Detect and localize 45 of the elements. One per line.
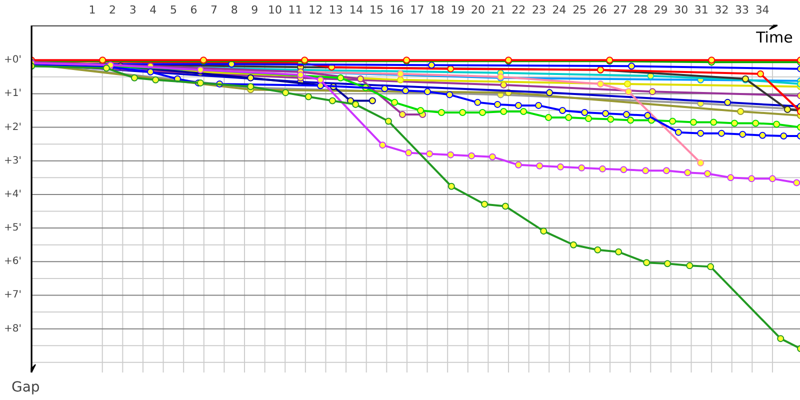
x-tick-label: 15 (370, 4, 384, 16)
x-tick-label: 14 (349, 4, 364, 16)
y-axis-title: Gap (12, 380, 40, 396)
y-tick-label: +8' (4, 323, 22, 334)
x-tick-label: 21 (491, 4, 506, 16)
x-tick-label: 31 (694, 4, 708, 16)
x-tick-label: 23 (532, 4, 546, 16)
x-tick-label: 18 (430, 4, 444, 16)
x-tick-label: 7 (210, 4, 218, 16)
x-tick-label: 32 (714, 4, 729, 16)
x-tick-label: 24 (552, 4, 566, 16)
y-tick-label: +6' (4, 256, 22, 268)
x-tick-label: 2 (109, 4, 116, 16)
x-tick-label: 25 (572, 4, 587, 16)
y-tick-label: +5' (4, 222, 22, 234)
x-tick-label: 33 (735, 4, 750, 16)
x-tick-label: 10 (268, 4, 282, 16)
x-tick-label: 17 (410, 4, 424, 16)
x-tick-label: 6 (190, 4, 198, 16)
x-tick-label: 30 (674, 4, 688, 16)
x-tick-label: 1 (88, 4, 96, 16)
y-tick-label: +7' (4, 290, 22, 301)
x-tick-label: 27 (613, 4, 628, 16)
x-tick-label: 16 (390, 4, 404, 16)
x-tick-label: 5 (170, 4, 177, 16)
x-axis-title: Time (755, 28, 793, 46)
x-tick-label: 34 (755, 4, 770, 16)
x-tick-label: 13 (328, 4, 343, 16)
y-tick-label: +0' (4, 54, 22, 66)
x-tick-label: 12 (308, 4, 323, 16)
x-tick-label: 19 (450, 4, 465, 16)
y-tick-label: +1' (4, 88, 22, 100)
x-tick-label: 22 (512, 4, 526, 16)
x-tick-label: 29 (654, 4, 668, 16)
x-tick-label: 3 (129, 4, 136, 16)
x-tick-label: 20 (471, 4, 486, 16)
y-tick-label: +2' (4, 122, 22, 133)
y-tick-label: +3' (4, 155, 22, 166)
x-tick-label: 11 (288, 4, 302, 16)
x-tick-label: 26 (592, 4, 607, 16)
x-tick-label: 9 (251, 4, 258, 16)
x-tick-label: 28 (633, 4, 648, 16)
x-tick-label: 4 (150, 4, 157, 16)
y-tick-label: +4' (4, 188, 22, 200)
x-tick-label: 8 (230, 4, 238, 16)
